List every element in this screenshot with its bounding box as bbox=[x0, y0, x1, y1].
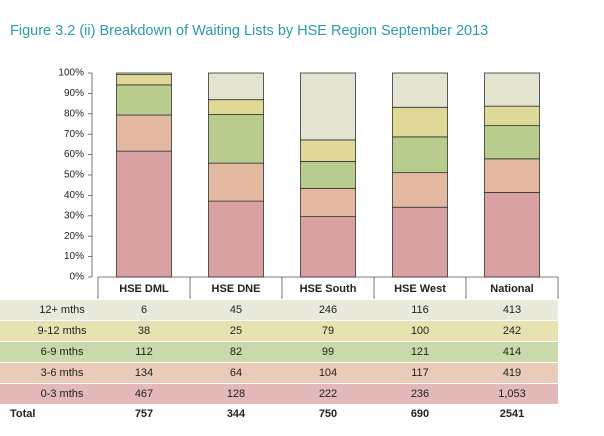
bar-segment bbox=[484, 72, 540, 107]
total-cell: 750 bbox=[319, 408, 337, 420]
chart-title: Figure 3.2 (ii) Breakdown of Waiting Lis… bbox=[10, 23, 488, 39]
bar-segment bbox=[392, 206, 448, 278]
y-tick-label: 30% bbox=[64, 210, 84, 221]
table-cell: 99 bbox=[322, 346, 334, 358]
x-tick-label: HSE West bbox=[394, 283, 446, 295]
bar-segment bbox=[208, 72, 264, 101]
total-cell: 2541 bbox=[500, 408, 524, 420]
total-cell: 344 bbox=[227, 408, 246, 420]
row-label: 12+ mths bbox=[39, 304, 85, 316]
bar-segment bbox=[116, 114, 172, 152]
table-cell: 25 bbox=[230, 325, 242, 337]
table-cell: 414 bbox=[503, 346, 521, 358]
table-cell: 117 bbox=[411, 367, 429, 379]
table-cell: 242 bbox=[503, 325, 521, 337]
y-tick-label: 80% bbox=[64, 108, 84, 119]
bar-segment bbox=[116, 72, 172, 76]
bar-segment bbox=[208, 162, 264, 202]
bar-segment bbox=[116, 150, 172, 278]
table-cell: 104 bbox=[319, 367, 337, 379]
y-tick-label: 40% bbox=[64, 190, 84, 201]
row-label: 6-9 mths bbox=[41, 346, 84, 358]
bar-segment bbox=[484, 105, 540, 126]
table-cell: 467 bbox=[135, 388, 153, 400]
x-tick-label: HSE DNE bbox=[212, 283, 261, 295]
table-cell: 6 bbox=[141, 304, 147, 316]
bar-segment bbox=[300, 216, 356, 278]
y-tick-label: 50% bbox=[64, 170, 84, 181]
table-row-bg bbox=[0, 342, 558, 362]
y-tick-label: 70% bbox=[64, 129, 84, 140]
y-tick-label: 60% bbox=[64, 149, 84, 160]
table-cell: 134 bbox=[135, 367, 153, 379]
bar-segment bbox=[116, 74, 172, 86]
table-cell: 246 bbox=[319, 304, 337, 316]
row-label: 9-12 mths bbox=[38, 325, 87, 337]
row-label: 3-6 mths bbox=[41, 367, 84, 379]
table-cell: 413 bbox=[503, 304, 521, 316]
bar-segment bbox=[208, 200, 264, 278]
bar-segment bbox=[484, 158, 540, 193]
total-cell: 757 bbox=[135, 408, 153, 420]
bar-segment bbox=[300, 72, 356, 141]
table-row-bg bbox=[0, 321, 558, 341]
bar-segment bbox=[392, 136, 448, 174]
table-cell: 121 bbox=[411, 346, 429, 358]
table-cell: 79 bbox=[322, 325, 334, 337]
table-cell: 1,053 bbox=[498, 388, 526, 400]
bar-segment bbox=[300, 187, 356, 218]
y-tick-label: 20% bbox=[64, 231, 84, 242]
bar-segment bbox=[484, 125, 540, 160]
table-row-bg bbox=[0, 384, 558, 404]
bar-segment bbox=[300, 139, 356, 162]
total-cell: 690 bbox=[411, 408, 429, 420]
y-tick-label: 0% bbox=[70, 272, 85, 283]
table-cell: 112 bbox=[135, 346, 153, 358]
table-cell: 82 bbox=[230, 346, 242, 358]
bar-segment bbox=[208, 114, 264, 164]
y-tick-label: 100% bbox=[58, 68, 84, 79]
bar-segment bbox=[392, 106, 448, 138]
table-row-bg bbox=[0, 363, 558, 383]
x-tick-label: HSE South bbox=[300, 283, 357, 295]
bar-segment bbox=[392, 72, 448, 108]
y-tick-label: 10% bbox=[64, 251, 84, 262]
table-row-bg bbox=[0, 300, 558, 320]
bar-segment bbox=[392, 172, 448, 208]
table-cell: 222 bbox=[319, 388, 337, 400]
table-cell: 419 bbox=[503, 367, 521, 379]
table-cell: 128 bbox=[227, 388, 245, 400]
total-label: Total bbox=[10, 408, 35, 420]
table-cell: 45 bbox=[230, 304, 242, 316]
row-label: 0-3 mths bbox=[41, 388, 84, 400]
bar-segment bbox=[116, 84, 172, 116]
table-cell: 64 bbox=[230, 367, 242, 379]
table-cell: 38 bbox=[138, 325, 150, 337]
bar-segment bbox=[484, 192, 540, 278]
table-cell: 236 bbox=[411, 388, 429, 400]
y-tick-label: 90% bbox=[64, 88, 84, 99]
table-cell: 116 bbox=[411, 304, 429, 316]
x-tick-label: HSE DML bbox=[119, 283, 169, 295]
bar-segment bbox=[300, 160, 356, 189]
bar-segment bbox=[208, 99, 264, 115]
x-tick-label: National bbox=[490, 283, 533, 295]
table-cell: 100 bbox=[411, 325, 429, 337]
